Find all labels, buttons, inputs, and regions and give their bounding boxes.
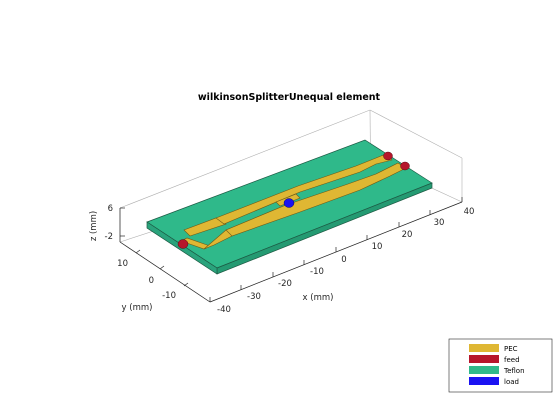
x-tick-40: 40 — [464, 207, 475, 217]
feed-port-3 — [400, 161, 410, 171]
z-tick-6: 6 — [108, 204, 113, 214]
feed-ports — [177, 151, 410, 249]
feed-port-2 — [383, 151, 393, 161]
y-tick-0: 0 — [149, 276, 154, 286]
y-tick-minus10: -10 — [162, 291, 176, 301]
x-tick-30: 30 — [434, 218, 445, 228]
x-tick-minus30: -30 — [247, 292, 261, 302]
x-tick-minus10: -10 — [310, 267, 324, 277]
legend-swatch-teflon — [469, 366, 499, 374]
x-axis-label: x (mm) — [303, 293, 334, 303]
legend-swatch-load — [469, 377, 499, 385]
legend: PEC feed Teflon load — [448, 338, 553, 393]
y-axis: 10 0 -10 y (mm) — [117, 249, 189, 313]
z-axis: 6 -2 z (mm) — [89, 204, 125, 242]
x-tick-0: 0 — [341, 255, 346, 265]
plot-title: wilkinsonSplitterUnequal element — [198, 92, 381, 103]
legend-swatch-pec — [469, 344, 499, 352]
legend-box — [448, 338, 553, 393]
z-tick-minus2: -2 — [105, 232, 113, 242]
x-tick-minus40: -40 — [217, 305, 231, 315]
feed-port-1 — [177, 239, 189, 249]
legend-item-teflon: Teflon — [469, 366, 525, 375]
legend-item-pec: PEC — [469, 344, 518, 353]
x-tick-20: 20 — [402, 230, 413, 240]
legend-label-feed: feed — [504, 356, 520, 364]
legend-label-pec: PEC — [504, 345, 518, 353]
legend-swatch-feed — [469, 355, 499, 363]
x-axis: -40 -30 -20 -10 0 10 20 30 40 x (mm) — [209, 197, 475, 315]
y-tick-10: 10 — [117, 259, 128, 269]
legend-label-load: load — [504, 378, 519, 386]
legend-label-teflon: Teflon — [503, 367, 525, 375]
x-tick-minus20: -20 — [278, 279, 292, 289]
legend-item-feed: feed — [469, 355, 520, 364]
load-marker — [283, 198, 295, 208]
y-axis-label: y (mm) — [122, 303, 153, 313]
x-tick-10: 10 — [372, 242, 383, 252]
legend-item-load: load — [469, 377, 519, 386]
z-axis-label: z (mm) — [89, 211, 99, 241]
